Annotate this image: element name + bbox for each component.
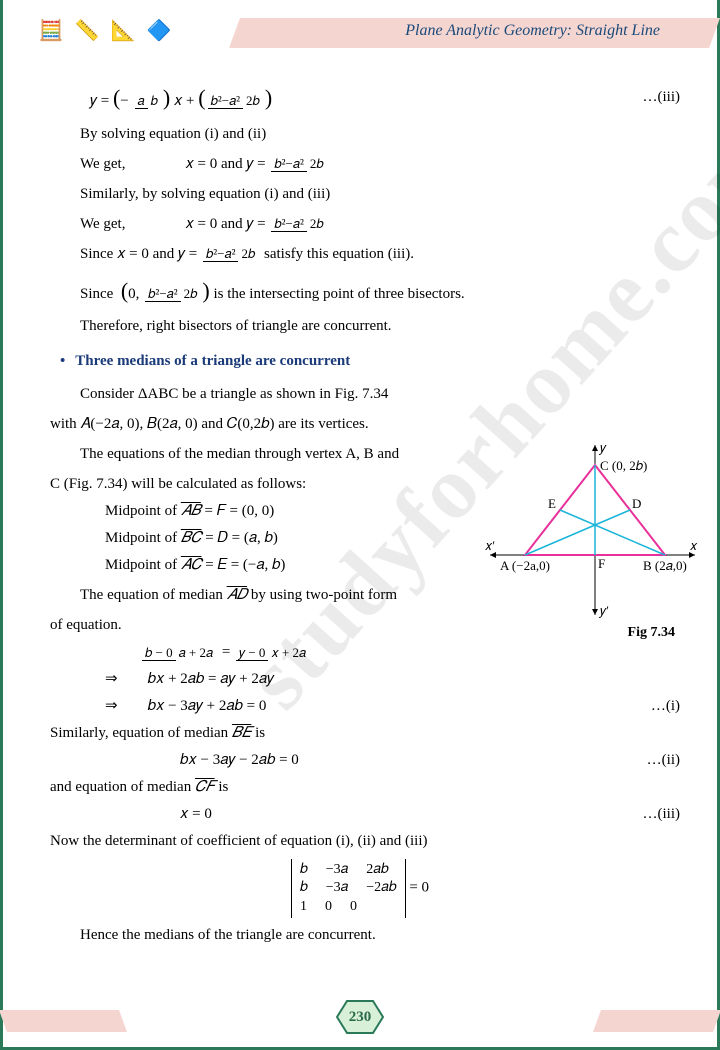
svg-text:B (2𝑎,0): B (2𝑎,0) xyxy=(643,558,687,573)
svg-text:𝑥: 𝑥 xyxy=(690,538,698,553)
svg-text:C (0, 2𝑏): C (0, 2𝑏) xyxy=(600,458,647,473)
text-line: Since (0, 𝑏²−𝑎²2𝑏) is the intersecting p… xyxy=(80,271,680,311)
section-heading: •Three medians of a triangle are concurr… xyxy=(60,348,680,375)
equation-line: 𝑏 − 0𝑎 + 2𝑎 = 𝑦 − 0𝑥 + 2𝑎 xyxy=(140,639,680,666)
chapter-title: Plane Analytic Geometry: Straight Line xyxy=(405,22,660,40)
svg-text:𝑦: 𝑦 xyxy=(598,440,607,455)
svg-text:E: E xyxy=(548,496,556,511)
page-content: studyforhome.com 𝑦 = (− 𝑎𝑏) 𝑥 + (𝑏²−𝑎²2𝑏… xyxy=(0,55,720,962)
determinant: 𝑏−3𝑎2𝑎𝑏 𝑏−3𝑎−2𝑎𝑏 100 = 0 xyxy=(40,859,680,918)
svg-text:F: F xyxy=(598,556,605,571)
svg-text:𝑦′: 𝑦′ xyxy=(598,603,609,618)
svg-text:𝑥′: 𝑥′ xyxy=(485,538,495,553)
figure-caption: Fig 7.34 xyxy=(628,620,675,645)
equation-line: 𝑏𝑥 − 3𝑎𝑦 − 2𝑎𝑏 = 0…(ii) xyxy=(180,747,680,774)
equation-iii: 𝑦 = (− 𝑎𝑏) 𝑥 + (𝑏²−𝑎²2𝑏) …(iii) xyxy=(90,78,680,118)
footer-ribbon-right xyxy=(593,1010,720,1032)
text-line: By solving equation (i) and (ii) xyxy=(80,121,680,148)
text-line: Now the determinant of coefficient of eq… xyxy=(50,828,680,855)
eq-tag: …(iii) xyxy=(643,84,681,111)
header-icons: 🧮 📏 📐 🔷 xyxy=(35,10,175,50)
triangle-svg: 𝑦 𝑦′ 𝑥 𝑥′ C (0, 2𝑏) A (−2a,0) B (2𝑎,0) D… xyxy=(480,440,705,620)
page-header: Plane Analytic Geometry: Straight Line 🧮… xyxy=(0,0,720,55)
text-line: Similarly, by solving equation (i) and (… xyxy=(80,181,680,208)
compass-icon: 📐 xyxy=(107,10,139,50)
triangle-figure: 𝑦 𝑦′ 𝑥 𝑥′ C (0, 2𝑏) A (−2a,0) B (2𝑎,0) D… xyxy=(480,440,705,640)
footer-ribbon-left xyxy=(0,1010,127,1032)
calculator-icon: 🧮 xyxy=(35,10,67,50)
text-line: We get, 𝑥 = 0 and 𝑦 = 𝑏²−𝑎²2𝑏 xyxy=(80,211,680,238)
page-number: 230 xyxy=(335,999,385,1035)
equation-line: 𝑥 = 0…(iii) xyxy=(180,801,680,828)
text-line: Hence the medians of the triangle are co… xyxy=(80,922,680,949)
equation-line: ⇒𝑏𝑥 + 2𝑎𝑏 = 𝑎𝑦 + 2𝑎𝑦 xyxy=(105,666,680,693)
text-line: Similarly, equation of median 𝐵𝐸 is xyxy=(50,720,680,747)
text-line: and equation of median 𝐶𝐹 is xyxy=(50,774,680,801)
svg-text:D: D xyxy=(632,496,641,511)
text-line: Consider ΔABC be a triangle as shown in … xyxy=(80,381,680,408)
text-line: with 𝐴(−2𝑎, 0), 𝐵(2𝑎, 0) and 𝐶(0,2𝑏) are… xyxy=(50,411,680,438)
ruler-icon: 📏 xyxy=(71,10,103,50)
text-line: Therefore, right bisectors of triangle a… xyxy=(80,313,680,340)
text-line: Since 𝑥 = 0 and 𝑦 = 𝑏²−𝑎²2𝑏 satisfy this… xyxy=(80,241,680,268)
equation-line: ⇒𝑏𝑥 − 3𝑎𝑦 + 2𝑎𝑏 = 0 …(i) xyxy=(105,693,680,720)
text-line: We get, 𝑥 = 0 and 𝑦 = 𝑏²−𝑎²2𝑏 xyxy=(80,151,680,178)
svg-text:A (−2a,0): A (−2a,0) xyxy=(500,558,550,573)
prism-icon: 🔷 xyxy=(143,10,175,50)
